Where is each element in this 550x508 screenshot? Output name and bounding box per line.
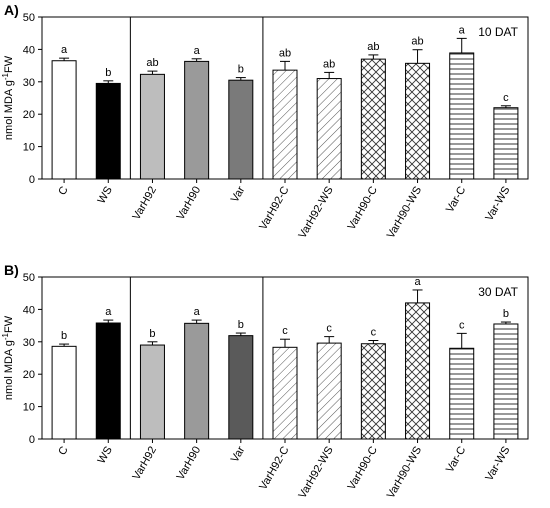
panel-label: A) [4, 2, 19, 18]
bar [405, 302, 431, 440]
x-tick-label: VarH90 [175, 185, 204, 223]
significance-letter: ab [146, 57, 158, 69]
x-tick-label: VarH90 [175, 445, 204, 483]
x-tick-label: VarH90-WS [385, 445, 424, 501]
y-tick-label: 30 [23, 337, 35, 349]
y-axis-title: nmol MDA g-1FW [1, 55, 15, 140]
significance-letter: c [326, 323, 332, 335]
significance-letter: ab [367, 41, 379, 53]
significance-letter: c [371, 327, 377, 339]
significance-letter: c [459, 319, 465, 331]
x-tick-label: Var-WS [483, 184, 512, 223]
x-tick-label: Var-WS [483, 444, 512, 483]
bar [493, 107, 519, 180]
significance-letter: a [194, 45, 201, 57]
bar [95, 322, 121, 440]
significance-letter: ab [411, 36, 423, 48]
y-tick-label: 50 [23, 272, 35, 284]
x-tick-label: Var-C [444, 444, 468, 474]
bar [51, 60, 77, 180]
x-tick-label: VarH90-C [346, 184, 380, 232]
y-tick-label: 10 [23, 142, 35, 154]
x-tick-label: C [56, 184, 70, 197]
panel-annotation: 30 DAT [478, 285, 518, 299]
significance-letter: c [282, 325, 288, 337]
bar [95, 82, 121, 180]
bar [272, 69, 298, 180]
significance-letter: a [105, 306, 112, 318]
significance-letter: b [238, 64, 244, 76]
significance-letter: b [61, 330, 67, 342]
x-tick-label: VarH90-C [346, 444, 380, 492]
bar [272, 346, 298, 440]
x-tick-label: VarH92-C [257, 444, 291, 492]
bar [360, 58, 386, 180]
y-axis-title-main: nmol MDA g [3, 340, 15, 400]
significance-letter: ab [323, 58, 335, 70]
significance-letter: b [105, 67, 111, 79]
y-tick-label: 40 [23, 44, 35, 56]
bar [316, 342, 342, 440]
y-axis-title-end: FW [3, 315, 15, 333]
significance-letter: a [459, 24, 466, 36]
y-axis-title-end: FW [3, 55, 15, 73]
panel-label: B) [4, 262, 19, 278]
significance-letter: a [194, 306, 201, 318]
panel-annotation: 10 DAT [478, 25, 518, 39]
y-axis-title-sup: -1 [1, 72, 10, 80]
y-tick-label: 30 [23, 77, 35, 89]
bar [360, 343, 386, 440]
x-tick-label: VarH92 [130, 185, 159, 223]
bar [139, 344, 165, 440]
y-tick-label: 20 [23, 109, 35, 121]
bar [449, 52, 475, 180]
y-tick-label: 10 [23, 402, 35, 414]
significance-letter: b [503, 308, 509, 320]
x-tick-label: WS [96, 185, 115, 206]
x-tick-label: Var-C [444, 184, 468, 214]
significance-letter: b [149, 328, 155, 340]
x-tick-label: VarH92-WS [296, 445, 335, 501]
bar [184, 322, 210, 440]
x-tick-label: VarH92-WS [296, 185, 335, 241]
y-axis-title-main: nmol MDA g [3, 80, 15, 140]
bar [316, 78, 342, 180]
significance-letter: a [61, 44, 68, 56]
y-tick-label: 40 [23, 304, 35, 316]
bar [405, 62, 431, 180]
bar [449, 347, 475, 440]
significance-letter: c [503, 92, 509, 104]
y-tick-label: 20 [23, 369, 35, 381]
significance-letter: ab [279, 47, 291, 59]
y-tick-label: 50 [23, 12, 35, 24]
x-tick-label: C [56, 444, 70, 457]
y-tick-label: 0 [29, 174, 35, 186]
panel-a: A) 10 DAT nmol MDA g-1FW 0 10 20 30 40 50 a Cb W… [1, 2, 529, 241]
y-axis-title: nmol MDA g-1FW [1, 315, 15, 400]
y-axis-title-sup: -1 [1, 332, 10, 340]
bar [139, 73, 165, 180]
bar [228, 335, 254, 440]
y-tick-label: 0 [29, 434, 35, 446]
bar [51, 345, 77, 440]
x-tick-label: Var [229, 444, 248, 464]
x-tick-label: VarH92-C [257, 184, 291, 232]
x-tick-label: WS [96, 445, 115, 466]
bar [228, 79, 254, 180]
panel-b: B) 30 DAT nmol MDA g-1FW 0 10 20 30 40 50 b Ca W… [1, 262, 529, 501]
x-tick-label: Var [229, 184, 248, 204]
x-tick-label: VarH92 [130, 445, 159, 483]
significance-letter: b [238, 319, 244, 331]
significance-letter: a [414, 276, 421, 288]
x-tick-label: VarH90-WS [385, 185, 424, 241]
bar [493, 323, 519, 440]
bar [184, 60, 210, 180]
